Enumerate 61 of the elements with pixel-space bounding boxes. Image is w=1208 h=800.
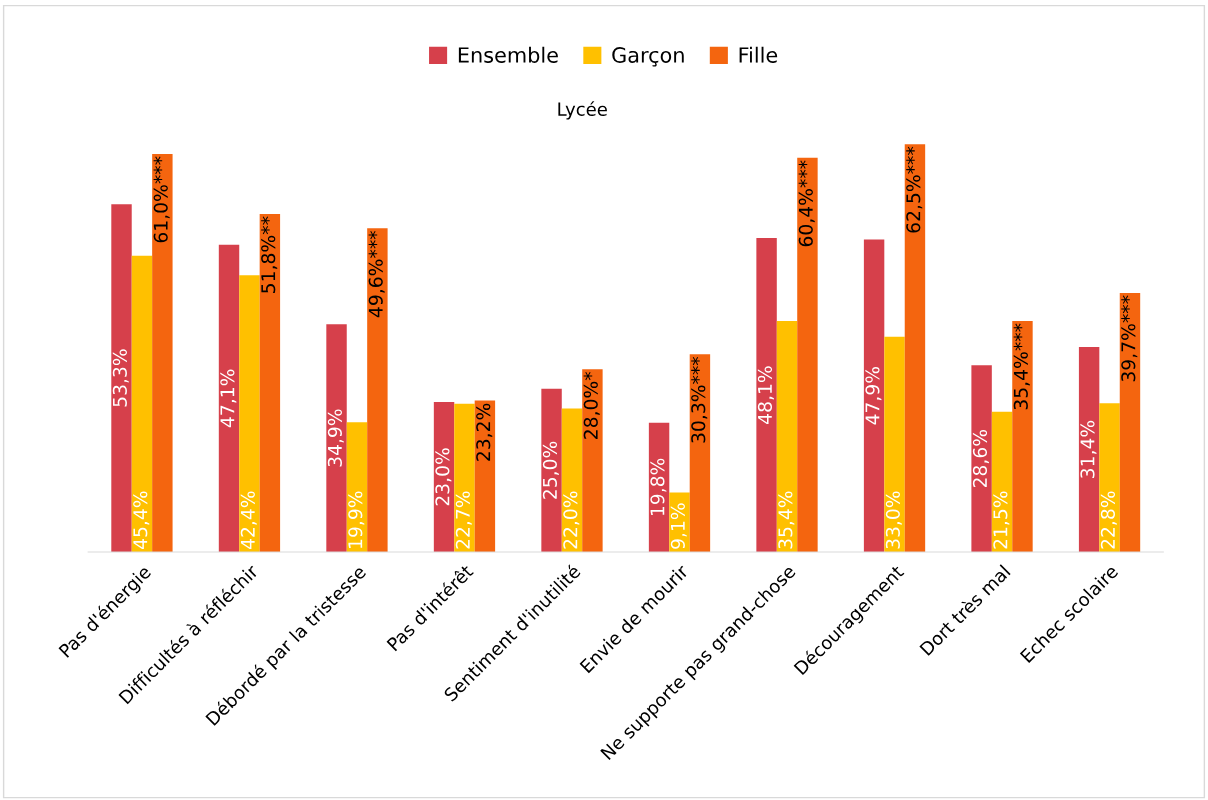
bar xyxy=(904,144,926,552)
bar xyxy=(474,400,496,552)
bar xyxy=(991,411,1013,552)
data-label: 22,0% xyxy=(563,491,580,549)
bar xyxy=(131,255,153,552)
data-label: 53,3% xyxy=(112,349,129,407)
data-label: 60,4%*** xyxy=(798,160,815,247)
bar xyxy=(367,228,388,552)
bar xyxy=(1012,321,1033,552)
data-label: 61,0%*** xyxy=(153,156,170,243)
bar xyxy=(797,157,818,552)
data-label: 28,6% xyxy=(972,429,989,488)
data-label: 23,0% xyxy=(435,448,452,506)
data-label: 45,4% xyxy=(133,491,150,550)
data-label: 9,1% xyxy=(670,503,687,549)
bar xyxy=(259,213,281,552)
data-label: 34,9% xyxy=(327,409,344,467)
bar xyxy=(756,238,777,552)
legend-label: Fille xyxy=(739,46,778,63)
data-label: 39,7%*** xyxy=(1121,295,1138,382)
data-label: 42,4% xyxy=(240,491,257,550)
bar xyxy=(971,365,992,552)
bar xyxy=(433,401,455,552)
data-label: 62,5%*** xyxy=(906,146,923,233)
data-label: 35,4% xyxy=(778,491,795,549)
bar xyxy=(111,204,132,552)
data-label: 21,5% xyxy=(993,491,1010,549)
data-label: 49,6%*** xyxy=(368,230,385,318)
bar xyxy=(582,369,603,552)
legend-label: Garçon xyxy=(612,47,684,67)
bar xyxy=(454,403,475,552)
bar xyxy=(541,388,562,552)
legend-label: Ensemble xyxy=(458,46,558,63)
bar xyxy=(1099,403,1120,552)
bar xyxy=(152,153,173,552)
data-label: 19,8% xyxy=(650,458,667,516)
bar xyxy=(1119,292,1141,552)
data-label: 19,9% xyxy=(348,491,365,548)
bar xyxy=(218,244,240,552)
bar xyxy=(884,336,905,552)
data-label: 47,1% xyxy=(220,369,237,428)
bar xyxy=(689,354,711,552)
bar xyxy=(239,275,260,552)
data-label: 35,4%*** xyxy=(1013,323,1030,410)
chart-title: Lycée xyxy=(558,101,607,120)
data-label: 23,2% xyxy=(476,403,493,461)
data-label: 48,1% xyxy=(757,366,774,424)
data-label: 31,4% xyxy=(1080,420,1097,478)
data-label: 28,0%* xyxy=(583,371,600,439)
data-label: 22,7% xyxy=(455,491,472,549)
data-label: 25,0% xyxy=(542,441,559,499)
bar xyxy=(1078,347,1100,552)
bar xyxy=(776,321,798,552)
data-label: 30,3%*** xyxy=(691,356,708,443)
data-label: 33,0% xyxy=(885,491,902,549)
data-label: 47,9% xyxy=(865,366,882,425)
data-label: 51,8%** xyxy=(261,216,278,293)
bar xyxy=(561,408,583,552)
bar xyxy=(326,324,347,552)
data-label: 22,8% xyxy=(1100,491,1117,549)
bar xyxy=(863,239,885,552)
